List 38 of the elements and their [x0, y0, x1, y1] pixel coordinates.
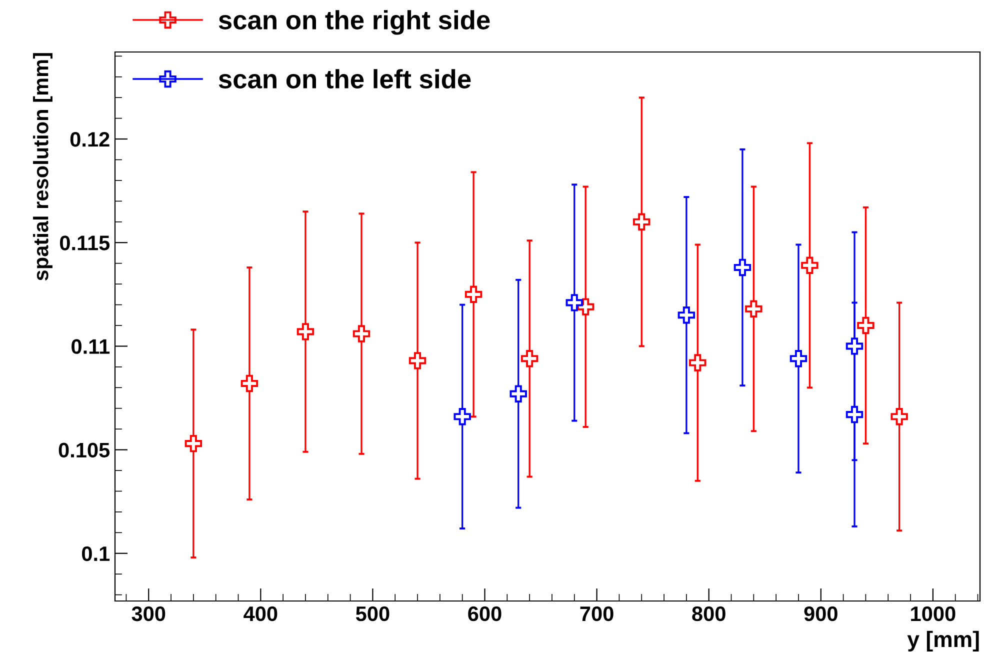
- y-tick-label: 0.11: [72, 339, 110, 354]
- point: [689, 354, 706, 372]
- x-tick-label: 700: [580, 606, 614, 622]
- x-tick-label: 600: [468, 606, 502, 622]
- x-tick-label: 900: [804, 606, 838, 622]
- y-tick-label: 0.115: [60, 236, 110, 250]
- point: [352, 325, 370, 342]
- point: [510, 385, 527, 402]
- point: [240, 374, 258, 392]
- point: [408, 352, 426, 370]
- point: [184, 434, 202, 452]
- x-tick-label: 500: [356, 606, 390, 622]
- x-tick-label: 1000: [911, 606, 956, 622]
- point: [846, 338, 864, 355]
- point: [678, 306, 696, 324]
- point: [734, 258, 752, 276]
- y-tick-label: 0.105: [58, 442, 110, 458]
- point: [745, 300, 762, 318]
- legend-label: scan on the right side: [218, 10, 490, 35]
- y-tick-label: 0.1: [82, 546, 110, 562]
- x-tick-label: 400: [244, 606, 278, 622]
- point: [566, 294, 584, 312]
- x-axis-title: y [mm]: [907, 630, 979, 652]
- x-tick-label: 300: [132, 606, 166, 622]
- x-tick-label: 800: [692, 606, 726, 622]
- y-tick-label: 0.12: [70, 132, 110, 147]
- legend-label: scan on the left side: [218, 69, 471, 88]
- point: [454, 408, 471, 426]
- point: [846, 406, 864, 424]
- point: [633, 213, 650, 230]
- point: [801, 256, 818, 274]
- point: [520, 350, 538, 368]
- point: [857, 316, 874, 334]
- y-axis-title: spatial resolution [mm]: [33, 53, 52, 280]
- point: [790, 350, 808, 368]
- point: [296, 323, 314, 340]
- point: [890, 408, 908, 426]
- point: [464, 286, 482, 304]
